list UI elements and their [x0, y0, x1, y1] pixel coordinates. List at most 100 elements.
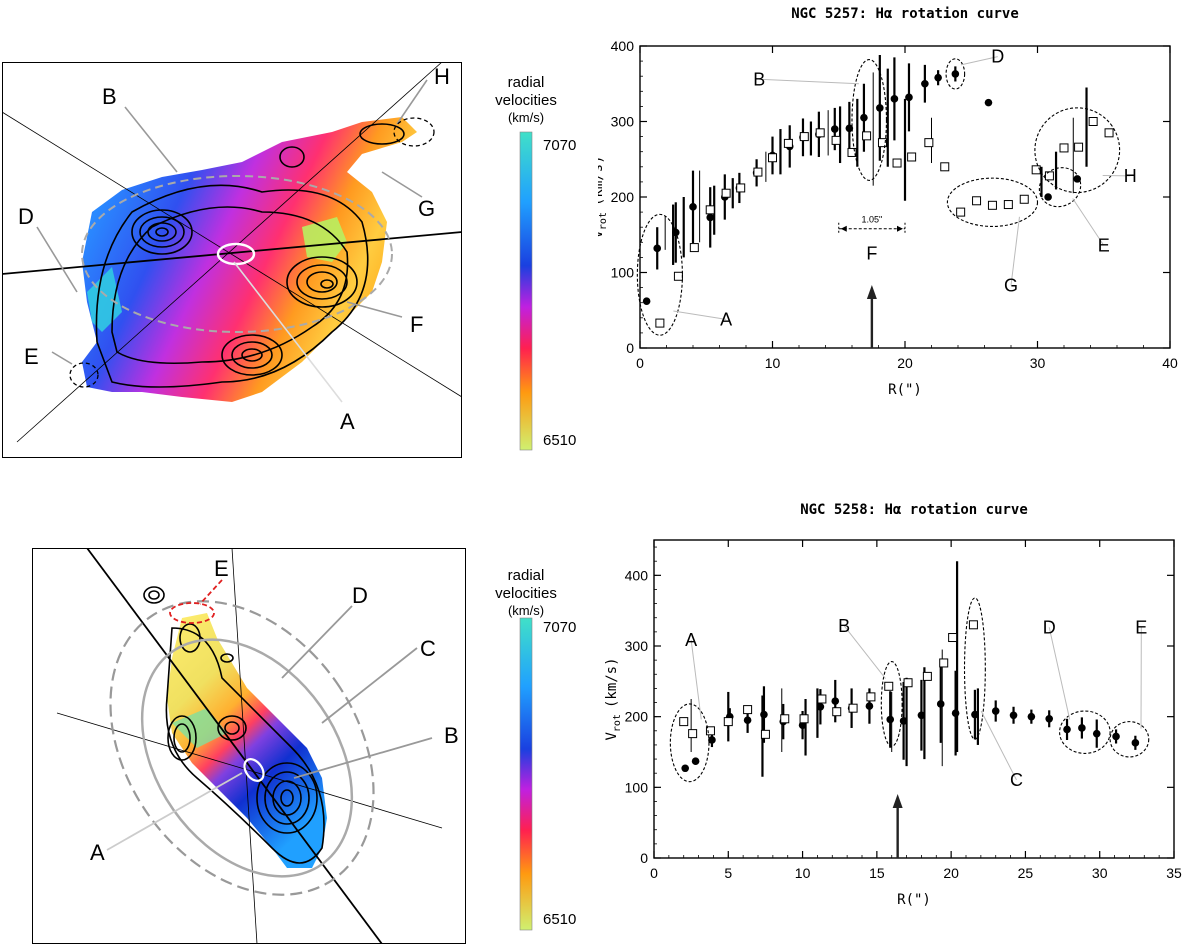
rc2-xtick-label-2: 10 [795, 865, 811, 881]
rc2-filled-point-23 [1078, 724, 1086, 732]
map1-label-A: A [340, 409, 355, 434]
rc1-annotation-leader-D [960, 56, 998, 66]
rc1-annotation-leader-B [759, 78, 859, 85]
rc2-annotation-label-D: D [1043, 617, 1056, 637]
rc1-filled-point-17 [905, 93, 913, 102]
rc2-open-point-17 [968, 620, 978, 630]
rc1-ytick-label-2: 200 [611, 189, 635, 205]
rc2-filled-point-0 [681, 764, 689, 773]
rc1-xtick-label-4: 40 [1162, 355, 1178, 371]
rc1-open-point-14 [877, 138, 887, 148]
map1-ellipse-H [393, 117, 435, 147]
rc2-ytick-label-2: 200 [625, 709, 649, 725]
rc2-filled-point-18 [991, 707, 1000, 715]
rc1-open-point-9 [799, 132, 809, 142]
map1-labels: B H D G F E A [18, 64, 450, 434]
rc2-open-point-12 [884, 681, 894, 691]
rc2-filled-point-17 [971, 710, 979, 719]
map2-label-A: A [90, 840, 105, 865]
rc2-ylabel: Vrot (km/s) [604, 657, 623, 740]
rc2-xtick-label-6: 30 [1092, 865, 1108, 881]
rc1-annotation-label-E: E [1098, 235, 1110, 255]
rc2-xtick-label-3: 15 [869, 865, 885, 881]
rc1-xtick-label-3: 30 [1030, 355, 1046, 371]
rc2-xtick-label-4: 20 [943, 865, 959, 881]
velocity-map-ngc5258: E D C B A [32, 548, 466, 944]
rc1-open-point-26 [1059, 143, 1069, 153]
colorbar-ngc5257: radial velocities (km/s) 7070 6510 [495, 74, 576, 451]
rc1-xtick-label-2: 20 [897, 355, 913, 371]
rc1-filled-point-13 [845, 124, 854, 133]
map2-center-ellipse [243, 758, 265, 782]
galaxy-green-patch [302, 217, 347, 262]
rc2-open-point-13 [903, 678, 913, 688]
map2-ellipse-E [169, 602, 215, 624]
rc1-ytick-label-1: 100 [611, 265, 635, 281]
rc1-open-point-12 [847, 147, 857, 157]
rc1-filled-point-0 [642, 297, 651, 305]
rc2-arrow-head [892, 794, 903, 808]
rc2-annotation-leader-D [1048, 627, 1071, 720]
rotation-curve-ngc5258: NGC 5258: Hα rotation curve 0 5 10 15 20 25 30 3… [604, 502, 1182, 908]
rc2-filled-point-8 [816, 702, 825, 711]
rc1-annotation-ellipse-B [851, 59, 888, 181]
rc2-annotation-ellipse-C [963, 597, 986, 740]
rc1-title: NGC 5257: Hα rotation curve [791, 6, 1019, 22]
rc1-annotation-ellipse-G [946, 177, 1039, 227]
rc1-open-point-5 [736, 183, 746, 193]
map2-label-C: C [420, 636, 436, 661]
map2-leader-lines [106, 605, 433, 851]
rc2-ytick-label-0: 0 [640, 850, 648, 866]
rc2-filled-point-1 [691, 757, 700, 765]
rc1-open-point-22 [1003, 200, 1013, 210]
map1-label-E: E [24, 344, 39, 369]
rc2-ytick-label-1: 100 [625, 779, 649, 795]
rc2-annotation-leader-C [980, 710, 1017, 781]
rc2-filled-point-19 [1009, 711, 1018, 720]
map2-labels: E D C B A [90, 556, 459, 865]
rc2-annotation-label-C: C [1010, 770, 1023, 790]
rc1-annotation-label-A: A [720, 309, 732, 329]
rc2-annotation-ellipse-B [880, 660, 903, 747]
rc1-open-point-15 [892, 158, 902, 168]
rc1-filled-point-12 [830, 125, 839, 133]
map2-leader-E [199, 579, 223, 605]
colorbar2-gradient [519, 617, 533, 931]
rc1-open-point-3 [705, 205, 715, 215]
rc1-open-point-29 [1104, 128, 1114, 138]
rc2-annotation-ellipse-A [669, 703, 710, 783]
colorbar1-unit: (km/s) [508, 110, 544, 125]
rc1-open-point-20 [972, 196, 982, 206]
map1-label-H: H [434, 64, 450, 89]
rc2-open-point-8 [817, 694, 827, 704]
colorbar2-title-line2: velocities [495, 585, 557, 602]
rc2-open-point-0 [679, 717, 689, 727]
rc1-xtick-label-1: 10 [765, 355, 781, 371]
rc2-xtick-label-1: 5 [724, 865, 732, 881]
rc2-open-point-11 [866, 692, 876, 702]
rc2-open-point-5 [760, 729, 770, 739]
rc2-filled-point-12 [886, 715, 895, 724]
rc2-ytick-label-3: 300 [625, 638, 649, 654]
colorbar1-gradient [519, 131, 533, 451]
rc2-filled-point-26 [1131, 739, 1140, 747]
rc2-open-point-15 [939, 658, 949, 668]
rc1-filled-point-3 [689, 203, 697, 211]
rc2-filled-point-5 [760, 710, 768, 719]
rc2-annotation-leader-B [843, 625, 886, 679]
rc2-filled-point-16 [951, 709, 960, 717]
rc2-ylabel-sub: rot [612, 714, 623, 732]
colorbar2-unit: (km/s) [508, 603, 544, 618]
colorbar2-min: 6510 [543, 911, 576, 928]
rc2-annotation-ellipse-D [1059, 710, 1111, 754]
rc2-open-point-16 [948, 633, 958, 643]
rc1-open-point-2 [689, 243, 699, 253]
map1-dashed-ellipse [81, 175, 393, 333]
rc2-filled-point-21 [1045, 714, 1053, 723]
velocity-map-ngc5257: B H D G F E A [2, 62, 462, 458]
rc1-open-point-0 [655, 318, 665, 328]
rc2-open-point-9 [832, 707, 842, 717]
rc2-annotation-label-E: E [1135, 617, 1147, 637]
rc1-arrow-head [866, 285, 877, 299]
